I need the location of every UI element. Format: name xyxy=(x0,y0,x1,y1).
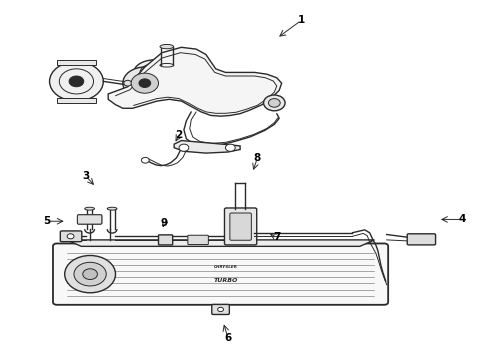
FancyBboxPatch shape xyxy=(407,234,436,245)
FancyBboxPatch shape xyxy=(60,231,82,242)
Circle shape xyxy=(69,76,84,87)
Text: 9: 9 xyxy=(161,218,168,228)
Text: 7: 7 xyxy=(273,232,280,242)
FancyBboxPatch shape xyxy=(159,235,172,245)
FancyBboxPatch shape xyxy=(212,305,229,315)
Text: CHRYSLER: CHRYSLER xyxy=(214,265,237,270)
Text: 6: 6 xyxy=(224,333,231,343)
Text: 2: 2 xyxy=(175,130,183,140)
Circle shape xyxy=(123,67,167,99)
Circle shape xyxy=(264,95,285,111)
Ellipse shape xyxy=(85,207,95,210)
Text: 4: 4 xyxy=(459,215,466,224)
Text: 1: 1 xyxy=(297,15,305,26)
Ellipse shape xyxy=(134,60,175,85)
Circle shape xyxy=(83,269,98,279)
Text: 8: 8 xyxy=(254,153,261,163)
Circle shape xyxy=(269,99,280,107)
Polygon shape xyxy=(67,240,374,246)
Text: TURBO: TURBO xyxy=(213,278,238,283)
FancyBboxPatch shape xyxy=(230,213,251,240)
FancyBboxPatch shape xyxy=(188,235,208,244)
Circle shape xyxy=(74,262,106,286)
Text: 3: 3 xyxy=(83,171,90,181)
Circle shape xyxy=(65,256,116,293)
Polygon shape xyxy=(57,60,96,65)
FancyBboxPatch shape xyxy=(53,243,388,305)
Ellipse shape xyxy=(107,207,117,210)
Polygon shape xyxy=(174,140,240,153)
Circle shape xyxy=(179,144,189,151)
Circle shape xyxy=(225,144,235,151)
FancyBboxPatch shape xyxy=(77,215,102,224)
FancyBboxPatch shape xyxy=(224,208,257,245)
FancyBboxPatch shape xyxy=(77,215,102,224)
Circle shape xyxy=(131,73,159,93)
Circle shape xyxy=(49,62,103,101)
Ellipse shape xyxy=(160,44,173,49)
Text: 5: 5 xyxy=(44,216,51,226)
Circle shape xyxy=(124,80,132,86)
Circle shape xyxy=(218,307,223,312)
Circle shape xyxy=(142,157,149,163)
Polygon shape xyxy=(57,98,96,103)
Polygon shape xyxy=(108,47,282,116)
Circle shape xyxy=(67,234,74,239)
Circle shape xyxy=(139,79,151,87)
